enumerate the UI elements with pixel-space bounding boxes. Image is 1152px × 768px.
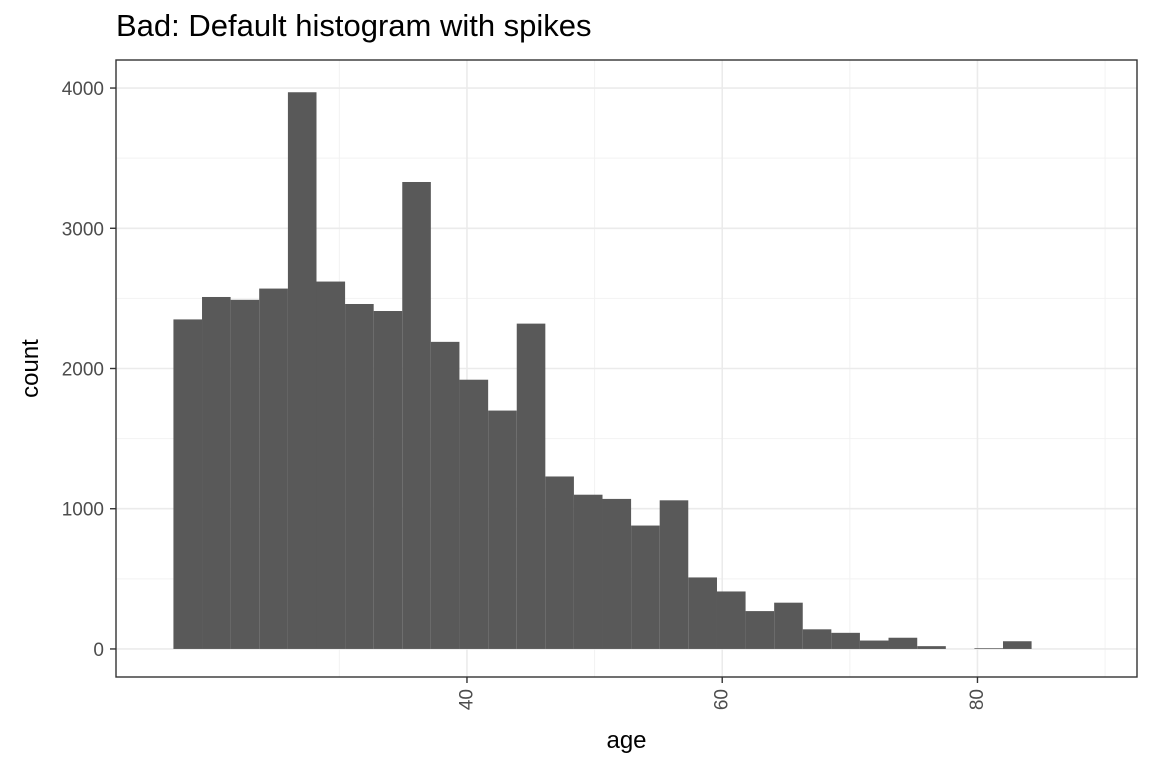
histogram-bar <box>974 648 1003 649</box>
y-tick-label: 3000 <box>62 219 104 240</box>
chart-title: Bad: Default histogram with spikes <box>116 8 592 43</box>
histogram-bar <box>688 577 717 649</box>
histogram-bar <box>488 410 517 649</box>
histogram-bar <box>516 323 546 649</box>
y-axis-title: count <box>17 339 44 398</box>
histogram-bar <box>831 632 860 649</box>
x-axis: 40 60 80 <box>456 677 988 710</box>
x-tick-label: 80 <box>967 689 988 710</box>
histogram-bar <box>573 494 603 649</box>
histogram-bar <box>345 303 374 649</box>
histogram-bar <box>430 341 460 649</box>
histogram-bar <box>402 181 431 649</box>
histogram-bar <box>459 379 489 649</box>
histogram-bar <box>316 281 346 649</box>
histogram-bar <box>859 640 889 649</box>
x-tick-label: 40 <box>456 689 477 710</box>
histogram-bar <box>202 296 231 649</box>
histogram-bar <box>1002 641 1032 649</box>
histogram-bar <box>917 646 946 649</box>
histogram-bar <box>230 299 260 649</box>
histogram-bar <box>774 602 803 649</box>
histogram-bar <box>716 591 746 649</box>
y-tick-label: 1000 <box>62 500 104 521</box>
histogram-bar <box>745 611 775 649</box>
y-tick-label: 4000 <box>62 79 104 100</box>
histogram-bar <box>545 476 574 649</box>
y-tick-label: 2000 <box>62 360 104 381</box>
histogram-bar <box>659 500 689 649</box>
histogram-bar <box>173 319 203 649</box>
histogram-bar <box>888 637 918 649</box>
x-axis-title: age <box>606 727 646 754</box>
histogram-bar <box>373 311 403 649</box>
x-tick-label: 60 <box>712 689 733 710</box>
y-axis: 0 1000 2000 3000 4000 <box>62 79 116 661</box>
histogram-bars <box>173 92 1032 649</box>
histogram-bar <box>287 92 317 649</box>
histogram-bar <box>602 498 632 649</box>
histogram-bar <box>631 525 660 649</box>
y-tick-label: 0 <box>93 640 104 661</box>
histogram-bar <box>802 629 832 649</box>
histogram-bar <box>259 288 288 649</box>
